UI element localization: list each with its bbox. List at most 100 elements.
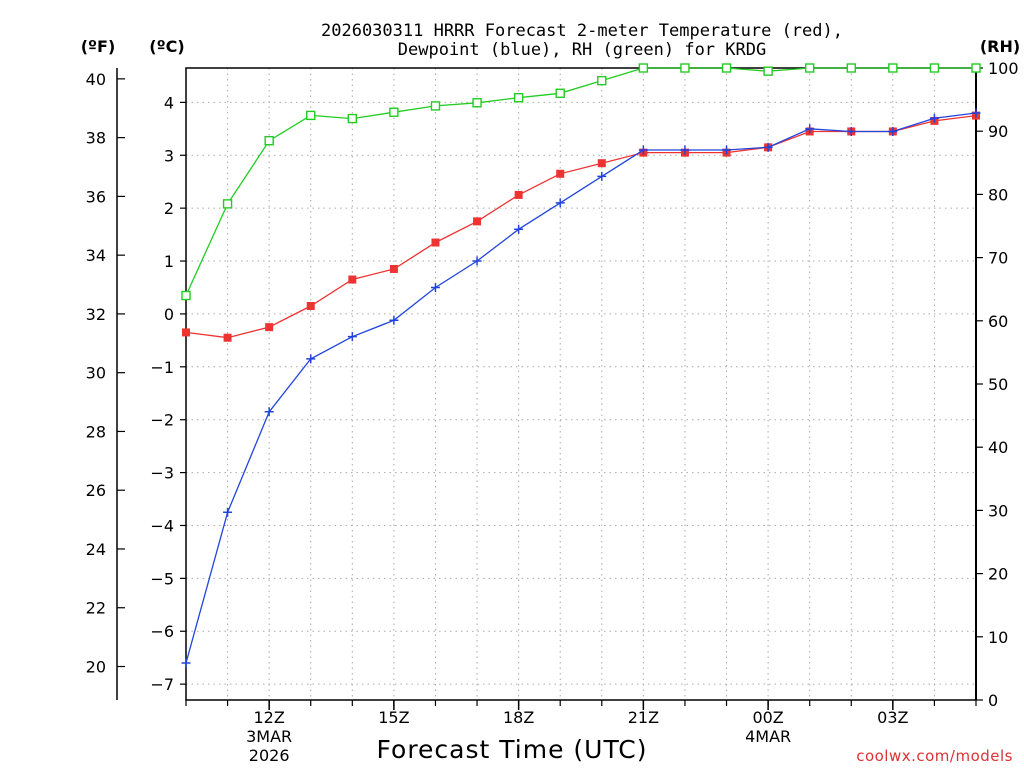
fahrenheit-tick-label: 20 [86,658,106,677]
time-tick-label: 15Z [378,708,409,727]
fahrenheit-tick-label: 34 [86,246,106,265]
dewpoint-point [514,224,524,234]
dewpoint-point [846,126,856,136]
dewpoint-line [185,112,977,664]
fahrenheit-tick-label: 38 [86,129,106,148]
rh-axis: 0 10 20 30 40 50 60 70 80 90 100 [976,59,1019,710]
rh-point [680,63,690,73]
temperature-point [348,275,357,284]
celsius-tick-label: −7 [150,675,174,694]
rh-tick-label: 100 [988,59,1019,78]
time-tick-label: 18Z [503,708,534,727]
temperature-point [389,264,398,273]
rh-tick-label: 10 [988,628,1008,647]
fahrenheit-tick-label: 40 [86,70,106,89]
rh-point [264,135,274,146]
temperature-point [473,217,482,226]
fahrenheit-tick-label: 24 [86,540,106,559]
celsius-tick-label: 3 [164,146,174,165]
dewpoint-point [555,198,565,208]
dewpoint-point [971,108,981,118]
time-tick-label: 00Z [752,708,783,727]
rh-point [888,63,898,73]
temperature-point [265,323,274,332]
rh-line [185,67,976,296]
plot-frame [185,67,977,701]
rh-point [971,63,981,73]
gridlines [185,68,977,700]
temperature-line [185,114,977,339]
dewpoint-point [888,126,898,136]
rh-tick-label: 60 [988,312,1008,331]
dewpoint-point [389,315,399,325]
temperature-point [514,190,523,199]
date-label: 3MAR [246,727,292,746]
rh-point [804,63,815,73]
fahrenheit-tick-label: 22 [86,599,106,618]
celsius-tick-label: −2 [150,411,174,430]
temperature-point [306,301,315,310]
rh-tick-label: 80 [988,185,1008,204]
rh-tick-label: 20 [988,565,1008,584]
celsius-unit-label: (ºC) [149,37,184,56]
celsius-tick-label: −6 [150,622,174,641]
fahrenheit-tick-label: 32 [86,305,106,324]
celsius-tick-label: 0 [164,305,174,324]
rh-point [513,93,524,103]
rh-series [181,63,981,301]
dewpoint-point [638,145,648,155]
dewpoint-point [264,407,274,417]
time-tick-label: 03Z [877,708,908,727]
title: 2026030311 HRRR Forecast 2-meter Tempera… [321,21,843,60]
celsius-tick-label: −5 [150,569,174,588]
rh-tick-label: 90 [988,122,1008,141]
title-line-1: 2026030311 HRRR Forecast 2-meter Tempera… [321,21,843,41]
rh-point [763,66,773,76]
fahrenheit-unit-label: (ºF) [81,37,116,56]
temperature-series [182,111,980,342]
dewpoint-point [472,256,482,266]
title-line-2: Dewpoint (blue), RH (green) for KRDG [398,40,766,60]
rh-point [181,290,191,301]
celsius-tick-label: 2 [164,199,174,218]
dewpoint-point [763,142,773,152]
fahrenheit-tick-label: 26 [86,481,106,500]
temperature-point [182,328,190,337]
fahrenheit-tick-label: 28 [86,422,106,441]
temperature-point [431,238,440,247]
watermark: coolwx.com/models [856,747,1013,765]
rh-tick-label: 50 [988,375,1008,394]
rh-point [222,199,233,209]
rh-point [721,63,732,73]
dewpoint-point [430,282,440,292]
rh-point [555,88,565,98]
celsius-axis: −7 −6 −5 −4 −3 −2 −1 0 1 2 3 4 [150,93,186,694]
dewpoint-point [181,658,191,668]
dewpoint-point [929,113,939,123]
rh-tick-label: 70 [988,249,1008,268]
dewpoint-series [181,108,981,668]
rh-tick-label: 40 [988,438,1008,457]
dewpoint-point [722,145,732,155]
rh-point [347,113,358,124]
dewpoint-point [597,171,607,181]
time-tick-label: 12Z [253,708,284,727]
celsius-tick-label: 4 [164,93,174,112]
dewpoint-point [306,354,316,364]
celsius-tick-label: 1 [164,252,174,271]
dewpoint-point [223,507,233,517]
celsius-tick-label: −1 [150,358,174,377]
rh-unit-label: (RH) [980,37,1020,56]
dewpoint-point [680,145,690,155]
year-label: 2026 [249,746,290,765]
dewpoint-point [805,124,815,134]
temperature-point [556,169,565,178]
celsius-tick-label: −4 [150,516,174,535]
rh-point [472,98,482,108]
temperature-point [597,159,606,168]
rh-point [597,75,607,86]
rh-point [430,101,441,111]
date-label: 4MAR [745,727,791,746]
